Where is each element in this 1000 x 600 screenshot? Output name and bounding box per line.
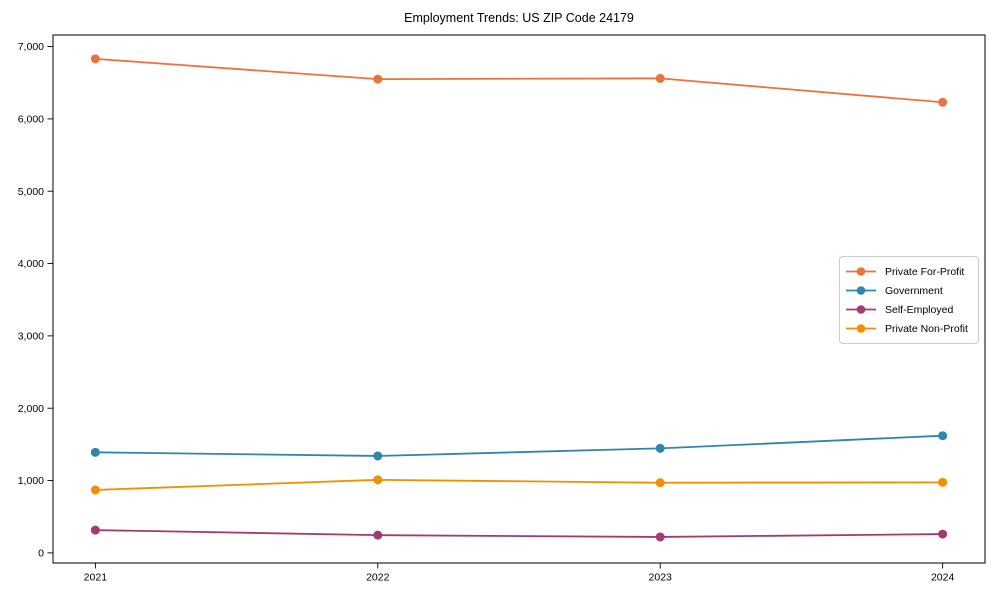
data-point-private-for-profit — [938, 97, 948, 107]
data-point-private-non-profit — [655, 478, 665, 488]
legend-marker-private-non-profit — [846, 324, 876, 333]
data-point-private-for-profit — [373, 74, 383, 84]
data-point-private-for-profit — [90, 54, 100, 64]
series-line-private-non-profit — [95, 478, 943, 491]
data-point-self-employed — [90, 525, 100, 535]
series-line-government — [95, 434, 943, 457]
legend-marker-self-employed — [846, 305, 876, 314]
plot-border — [52, 34, 986, 564]
legend-marker-private-for-profit — [846, 267, 876, 276]
y-tick-label: 3,000 — [18, 330, 44, 342]
series-line-self-employed — [95, 529, 943, 538]
y-tick-label: 7,000 — [18, 41, 44, 53]
legend-entry-private-non-profit: Private Non-Profit — [846, 320, 972, 338]
legend-entry-private-for-profit: Private For-Profit — [846, 263, 972, 281]
legend-label-private-for-profit: Private For-Profit — [885, 265, 965, 278]
legend-label-private-non-profit: Private Non-Profit — [885, 322, 968, 335]
x-tick-label: 2023 — [649, 572, 673, 584]
data-point-self-employed — [655, 532, 665, 542]
data-point-self-employed — [373, 530, 383, 540]
y-tick-label: 5,000 — [18, 186, 44, 198]
y-tick-label: 2,000 — [18, 403, 44, 415]
y-tick-label: 6,000 — [18, 114, 44, 126]
data-point-government — [938, 431, 948, 441]
data-point-private-non-profit — [938, 477, 948, 487]
chart-legend: Private For-Profit Government Self-Employe… — [839, 256, 979, 344]
y-tick-label: 1,000 — [18, 475, 44, 487]
y-tick-label: 0 — [38, 547, 44, 559]
legend-entry-self-employed: Self-Employed — [846, 301, 972, 319]
series-line-private-for-profit — [95, 57, 943, 104]
x-tick-label: 2024 — [931, 572, 955, 584]
chart-title: Employment Trends: US ZIP Code 24179 — [404, 11, 634, 25]
data-point-self-employed — [938, 529, 948, 539]
data-point-private-non-profit — [373, 475, 383, 485]
data-point-private-for-profit — [655, 73, 665, 83]
x-tick-label: 2022 — [366, 572, 390, 584]
data-point-government — [90, 447, 100, 457]
data-point-government — [373, 451, 383, 461]
legend-label-self-employed: Self-Employed — [885, 303, 954, 316]
data-point-private-non-profit — [90, 485, 100, 495]
y-tick-label: 4,000 — [18, 258, 44, 270]
legend-marker-government — [846, 286, 876, 295]
data-point-government — [655, 443, 665, 453]
x-tick-label: 2021 — [84, 572, 108, 584]
legend-label-government: Government — [885, 284, 943, 297]
legend-entry-government: Government — [846, 282, 972, 300]
